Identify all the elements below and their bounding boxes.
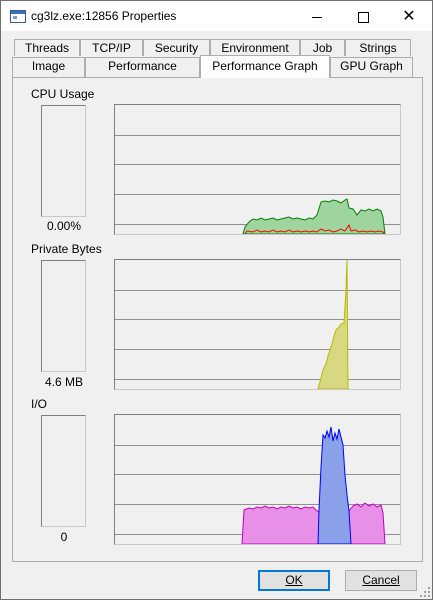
private-bytes-meter [41, 260, 86, 372]
window-title: cg3lz.exe:12856 Properties [31, 9, 177, 23]
io-other-area [241, 502, 386, 544]
cpu-usage-graph-canvas [115, 135, 400, 234]
app-window-icon [10, 10, 26, 23]
maximize-button[interactable] [340, 1, 386, 31]
tab-performance[interactable]: Performance [85, 57, 200, 77]
io-meter [41, 415, 86, 527]
tab-tcpip[interactable]: TCP/IP [80, 39, 143, 56]
io-read-area [317, 426, 352, 544]
tab-job[interactable]: Job [300, 39, 345, 56]
close-button[interactable]: ✕ [386, 1, 432, 31]
tab-threads[interactable]: Threads [14, 39, 80, 56]
cpu-usage-meter [41, 105, 86, 217]
tab-strings[interactable]: Strings [345, 39, 411, 56]
ok-button[interactable]: OK [258, 570, 330, 591]
cpu-kernel-line [244, 223, 386, 234]
resize-grip-icon[interactable] [420, 587, 430, 597]
maximize-icon [357, 11, 369, 23]
close-icon: ✕ [402, 6, 416, 25]
private-bytes-value: 4.6 MB [44, 375, 83, 389]
tab-security[interactable]: Security [143, 39, 210, 56]
cpu-usage-graph [114, 104, 401, 235]
private-bytes-graph [114, 259, 401, 390]
io-graph-canvas [115, 426, 400, 544]
cpu-total-area [242, 198, 386, 234]
tab-performance-graph[interactable]: Performance Graph [200, 55, 330, 78]
private-bytes-label: Private Bytes [31, 242, 102, 256]
title-bar: cg3lz.exe:12856 Properties ✕ [1, 1, 432, 31]
private-bytes-area [317, 260, 349, 389]
ok-button-label: OK [285, 573, 303, 587]
tab-image[interactable]: Image [12, 57, 85, 77]
cpu-usage-value: 0.00% [46, 219, 82, 233]
cancel-button[interactable]: Cancel [345, 570, 417, 591]
tab-gpu-graph[interactable]: GPU Graph [330, 57, 413, 77]
private-bytes-graph-canvas [115, 260, 400, 389]
minimize-button[interactable] [294, 1, 340, 31]
io-value: 0 [60, 530, 68, 544]
minimize-icon [312, 16, 322, 18]
tab-environment[interactable]: Environment [210, 39, 300, 56]
cancel-button-label: Cancel [362, 573, 400, 587]
cpu-usage-label: CPU Usage [31, 87, 95, 101]
io-label: I/O [31, 397, 48, 411]
io-graph [114, 414, 401, 545]
